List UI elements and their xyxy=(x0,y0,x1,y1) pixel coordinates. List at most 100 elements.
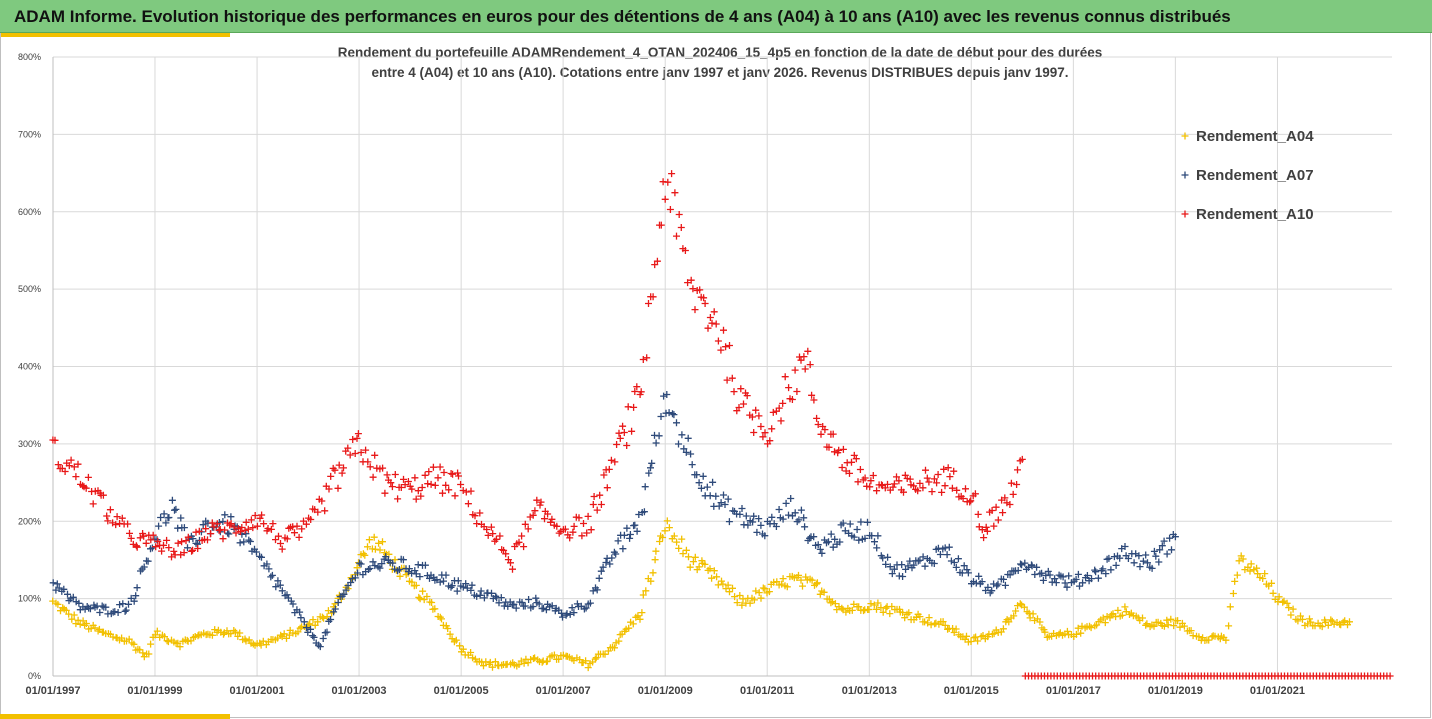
data-point-marker xyxy=(865,606,873,613)
data-point-marker xyxy=(960,562,968,570)
data-point-marker xyxy=(65,462,73,470)
data-point-marker xyxy=(51,436,59,444)
data-point-marker xyxy=(714,581,722,589)
data-point-marker xyxy=(258,553,265,561)
data-point-marker xyxy=(1124,555,1132,562)
data-point-marker xyxy=(145,650,153,658)
data-point-marker xyxy=(793,388,801,395)
data-point-marker xyxy=(663,517,671,525)
data-point-marker xyxy=(615,429,623,437)
data-point-marker xyxy=(904,562,912,570)
data-point-marker xyxy=(91,624,99,632)
data-point-marker xyxy=(735,404,743,411)
data-point-marker xyxy=(795,571,802,579)
data-point-marker xyxy=(936,551,944,558)
data-point-marker xyxy=(1181,210,1189,218)
data-point-marker xyxy=(548,602,556,610)
x-axis-ticks: 01/01/1997 01/01/1999 01/01/2001 01/01/2003… xyxy=(25,685,1305,697)
data-point-marker xyxy=(657,413,665,420)
data-point-marker xyxy=(893,473,900,481)
data-point-marker xyxy=(765,588,773,596)
data-point-marker xyxy=(252,548,260,556)
data-point-marker xyxy=(320,614,328,622)
data-point-marker xyxy=(1105,554,1113,562)
data-point-marker xyxy=(177,514,185,522)
data-point-marker xyxy=(335,461,343,469)
data-point-marker xyxy=(839,445,847,453)
data-point-marker xyxy=(1299,615,1306,623)
data-point-marker xyxy=(559,613,566,621)
data-point-marker xyxy=(424,480,432,488)
data-point-marker xyxy=(381,489,389,497)
data-point-marker xyxy=(439,489,446,497)
data-point-marker xyxy=(761,585,769,593)
data-point-marker xyxy=(899,573,907,580)
data-point-marker xyxy=(316,643,324,651)
data-point-marker xyxy=(680,445,688,453)
data-point-marker xyxy=(821,426,829,434)
data-point-marker xyxy=(132,592,140,600)
data-point-marker xyxy=(318,497,326,505)
data-point-marker xyxy=(509,565,516,573)
data-point-marker xyxy=(291,529,298,537)
data-point-marker xyxy=(848,458,855,466)
data-point-marker xyxy=(1289,605,1297,613)
data-point-marker xyxy=(194,545,202,552)
data-point-marker xyxy=(768,513,776,521)
data-point-marker xyxy=(750,512,758,520)
data-point-marker xyxy=(675,544,683,552)
data-point-marker xyxy=(631,521,639,529)
data-point-marker xyxy=(664,178,672,186)
data-point-marker xyxy=(307,625,314,633)
data-point-marker xyxy=(1135,552,1143,560)
data-point-marker xyxy=(769,408,777,416)
data-point-marker xyxy=(785,384,793,392)
data-point-marker xyxy=(416,595,424,603)
data-point-marker xyxy=(772,523,780,530)
data-point-marker xyxy=(620,429,628,436)
data-point-marker xyxy=(678,431,686,439)
data-point-marker xyxy=(275,532,282,540)
data-point-marker xyxy=(1211,632,1219,640)
data-point-marker xyxy=(491,658,499,666)
data-point-marker xyxy=(1036,618,1044,626)
data-point-marker xyxy=(353,434,361,442)
data-point-marker xyxy=(426,574,433,582)
data-point-marker xyxy=(720,491,727,499)
data-point-marker xyxy=(607,456,615,464)
data-point-marker xyxy=(978,526,986,534)
data-point-marker xyxy=(731,593,739,601)
data-point-marker xyxy=(1160,537,1168,545)
data-point-marker xyxy=(520,543,528,551)
data-point-marker xyxy=(1114,606,1122,614)
data-point-marker xyxy=(839,519,847,527)
x-tick-label: 01/01/2015 xyxy=(944,685,999,697)
data-point-marker xyxy=(972,579,980,587)
data-point-marker xyxy=(431,481,439,489)
data-point-marker xyxy=(84,473,92,481)
data-point-marker xyxy=(978,578,986,586)
x-tick-label: 01/01/2005 xyxy=(434,685,489,697)
data-point-marker xyxy=(1142,551,1150,559)
data-point-marker xyxy=(799,582,806,590)
data-point-marker xyxy=(1233,571,1241,579)
data-point-marker xyxy=(640,508,648,516)
data-point-marker xyxy=(550,651,558,659)
data-point-marker xyxy=(484,531,492,539)
data-point-marker xyxy=(569,528,577,536)
data-point-marker xyxy=(631,388,639,395)
data-point-marker xyxy=(1171,533,1179,541)
data-point-marker xyxy=(210,523,218,531)
data-point-marker xyxy=(804,347,812,355)
data-point-marker xyxy=(941,621,949,629)
data-point-marker xyxy=(925,478,933,486)
data-point-marker xyxy=(874,599,882,607)
data-point-marker xyxy=(180,524,188,532)
data-point-marker xyxy=(75,599,83,607)
data-point-marker xyxy=(241,526,249,534)
data-point-marker xyxy=(657,221,665,229)
legend-entry-label: Rendement_A07 xyxy=(1196,167,1314,184)
data-point-marker xyxy=(1088,575,1095,583)
data-point-marker xyxy=(630,403,638,411)
data-point-marker xyxy=(757,594,765,602)
